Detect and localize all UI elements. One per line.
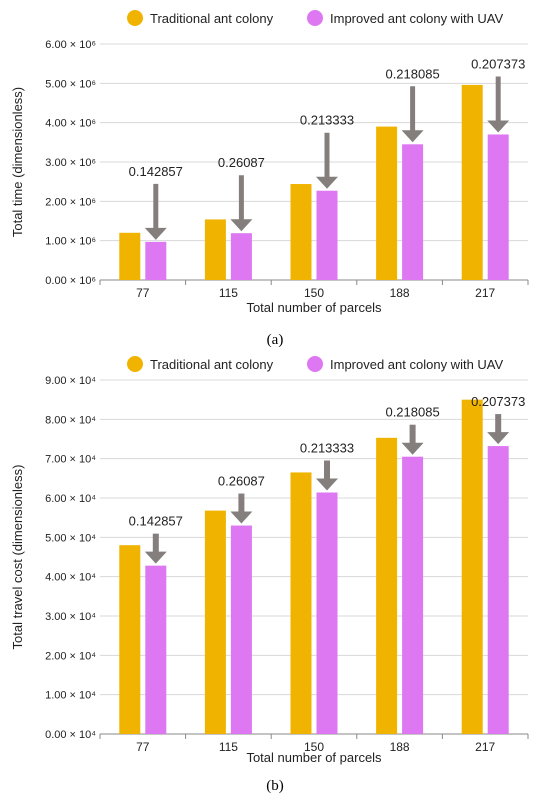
chart-a-arrow-head: [316, 176, 338, 189]
chart-a-xtick-label: 77: [136, 286, 150, 300]
chart-b-ytick-label: 2.00 × 10⁴: [45, 650, 96, 662]
chart-b-x-axis-title: Total number of parcels: [246, 750, 382, 765]
chart-a-bar-improved: [487, 134, 509, 280]
chart-b-legend-marker: [307, 356, 323, 372]
chart-a-panel-label: (a): [267, 332, 284, 348]
chart-b-ytick-label: 8.00 × 10⁴: [45, 414, 96, 426]
chart-a-bar-improved: [402, 144, 424, 280]
chart-b-ytick-label: 0.00 × 10⁴: [45, 729, 96, 741]
chart-a-xtick-label: 217: [475, 286, 495, 300]
chart-b-arrow-head: [487, 432, 510, 445]
chart-a-bar-improved: [316, 190, 338, 280]
chart-a-bar-improved: [230, 233, 252, 280]
chart-b-arrow-head: [144, 551, 167, 564]
chart-b-ytick-label: 9.00 × 10⁴: [45, 375, 96, 387]
chart-b-annotation-label: 0.213333: [300, 440, 354, 455]
chart-a-bar-traditional: [290, 184, 312, 280]
chart-b-bar-traditional: [376, 437, 398, 734]
chart-a-bar-traditional: [461, 84, 483, 280]
chart-b-bar-improved: [230, 525, 252, 734]
chart-b-ytick-label: 7.00 × 10⁴: [45, 454, 96, 466]
chart-a-arrow-head: [230, 219, 253, 232]
chart-a-bar-improved: [145, 241, 167, 280]
chart-a-bar-traditional: [119, 232, 141, 280]
chart-a-bar-traditional: [204, 219, 226, 280]
chart-a-ytick-label: 1.00 × 10⁶: [45, 236, 96, 248]
chart-b-legend-marker: [127, 356, 143, 372]
chart-b-legend-label: Traditional ant colony: [150, 357, 274, 372]
chart-a-arrow-head: [144, 227, 167, 240]
chart-b-ytick-label: 5.00 × 10⁴: [45, 532, 96, 544]
chart-a-xtick-label: 115: [219, 286, 238, 300]
chart-a-ytick-label: 3.00 × 10⁶: [45, 157, 96, 169]
chart-b-y-axis-title: Total travel cost (dimensionless): [10, 465, 25, 650]
chart-a-arrow-head: [401, 130, 424, 143]
chart-b-bar-traditional: [290, 472, 312, 734]
chart-b-bar-improved: [487, 446, 509, 734]
chart-b-legend-label: Improved ant colony with UAV: [330, 357, 503, 372]
chart-b-panel-label: (b): [266, 778, 284, 794]
chart-b-bar-improved: [145, 565, 167, 734]
chart-a-legend-marker: [127, 10, 143, 26]
chart-a-ytick-label: 5.00 × 10⁶: [45, 78, 96, 90]
chart-b-xtick-label: 77: [136, 740, 150, 754]
chart-a-ytick-label: 4.00 × 10⁶: [45, 118, 96, 130]
chart-a-xtick-label: 188: [390, 286, 410, 300]
chart-b-xtick-label: 217: [475, 740, 495, 754]
chart-a-legend-label: Improved ant colony with UAV: [330, 11, 503, 26]
chart-a-legend-label: Traditional ant colony: [150, 11, 274, 26]
chart-b-bar-improved: [402, 456, 424, 734]
chart-b-ytick-label: 4.00 × 10⁴: [45, 572, 96, 584]
chart-a-arrow-head: [487, 120, 510, 133]
chart-a-ytick-label: 2.00 × 10⁶: [45, 196, 96, 208]
chart-a-x-axis-title: Total number of parcels: [246, 300, 382, 315]
chart-a-annotation-label: 0.213333: [300, 113, 354, 128]
chart-b-annotation-label: 0.218085: [385, 405, 439, 420]
chart-b-bar-traditional: [204, 510, 226, 734]
chart-b-arrow-head: [401, 442, 424, 455]
chart-b-ytick-label: 6.00 × 10⁴: [45, 493, 96, 505]
chart-a-y-axis-title: Total time (dimensionless): [10, 87, 25, 237]
chart-b-xtick-label: 115: [219, 740, 238, 754]
chart-b-ytick-label: 3.00 × 10⁴: [45, 611, 96, 623]
chart-b-bar-improved: [316, 492, 338, 734]
chart-b-bar-traditional: [461, 399, 483, 734]
chart-a-annotation-label: 0.207373: [471, 56, 525, 71]
chart-a-ytick-label: 6.00 × 10⁶: [45, 39, 96, 51]
chart-b-annotation-label: 0.26087: [218, 474, 265, 489]
chart-b-annotation-label: 0.207373: [471, 394, 525, 409]
chart-b-arrow-head: [230, 511, 253, 524]
chart-a-ytick-label: 0.00 × 10⁶: [45, 275, 96, 287]
chart-a-bar-traditional: [376, 126, 398, 280]
chart-b-bar-traditional: [119, 545, 141, 734]
chart-a-annotation-label: 0.142857: [129, 164, 183, 179]
chart-a-xtick-label: 150: [304, 286, 324, 300]
chart-b-ytick-label: 1.00 × 10⁴: [45, 690, 96, 702]
chart-b-xtick-label: 188: [390, 740, 410, 754]
chart-b-annotation-label: 0.142857: [129, 514, 183, 529]
chart-a-legend-marker: [307, 10, 323, 26]
chart-a-annotation-label: 0.26087: [218, 155, 265, 170]
chart-a-annotation-label: 0.218085: [385, 66, 439, 81]
chart-b-xtick-label: 150: [304, 740, 324, 754]
chart-b-arrow-head: [316, 478, 338, 491]
